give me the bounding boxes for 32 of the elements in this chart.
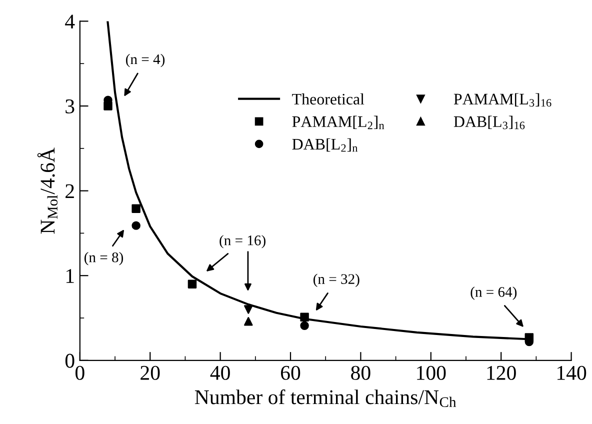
x-tick-label: 140	[557, 366, 586, 380]
x-tick-label: 100	[417, 366, 446, 380]
y-tick-label: 1	[66, 269, 74, 283]
x-tick-label: 0	[76, 366, 84, 380]
x-axis-title: Number of terminal chains/N$_{Ch}$	[194, 389, 456, 408]
point	[300, 312, 309, 322]
legend-label: PAMAM[L$_{2}$]$_{n}$	[292, 116, 384, 130]
x-tick-label: 120	[487, 366, 516, 380]
x-tick-label: 60	[280, 366, 300, 380]
x-tick-label: 20	[140, 366, 160, 380]
annotation: (n = 32)	[314, 274, 360, 287]
legend-label: PAMAM[L$_{3}$]$_{16}$	[454, 93, 552, 107]
x-tick-label: 40	[210, 366, 230, 380]
y-tick-label: 3	[66, 99, 74, 114]
annotation: (n = 16)	[220, 235, 266, 248]
annotation: (n = 64)	[470, 286, 517, 300]
legend-label: DAB[L$_{2}$]$_{n}$	[292, 138, 358, 152]
legend-label: Theoretical	[292, 93, 364, 105]
point	[132, 221, 140, 230]
annotation: (n = 8)	[84, 252, 124, 266]
legend-label: DAB[L$_{3}$]$_{16}$	[454, 116, 525, 130]
y-axis-title: N$_{Mol}$/4.6Å	[37, 148, 58, 234]
y-tick-label: 0	[65, 354, 74, 368]
point	[244, 305, 253, 314]
y-tick-label: 4	[65, 14, 75, 28]
point	[300, 321, 309, 330]
point	[188, 280, 197, 288]
point	[132, 204, 140, 213]
x-tick-label: 80	[351, 366, 370, 380]
annotation: (n = 4)	[126, 54, 165, 68]
y-tick-label: 2	[66, 184, 74, 198]
point	[244, 317, 253, 326]
